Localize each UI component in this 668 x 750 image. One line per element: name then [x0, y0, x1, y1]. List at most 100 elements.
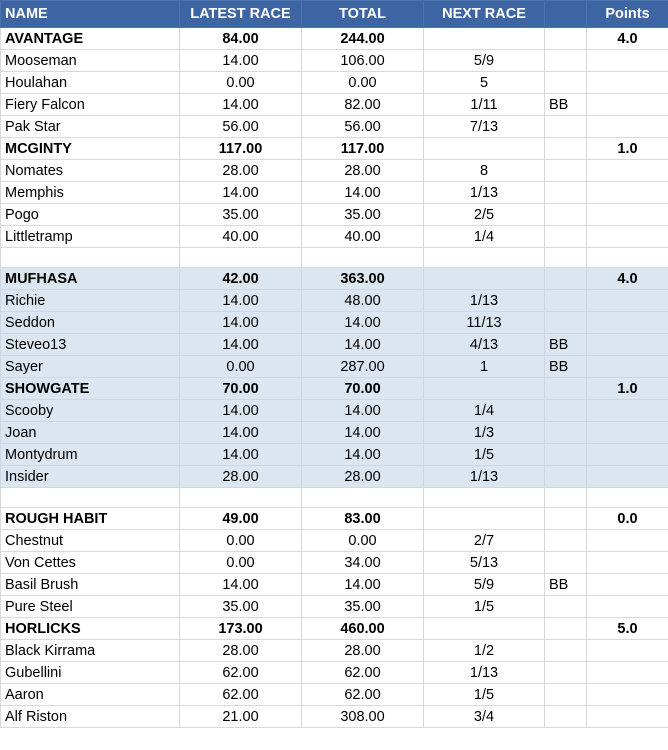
- bb-cell: [544, 399, 587, 422]
- next-race-cell: [423, 507, 545, 530]
- total-cell: 117.00: [301, 137, 424, 160]
- bb-cell: [544, 487, 587, 508]
- horse-row: Insider 28.00 28.00 1/13: [0, 465, 668, 488]
- bb-cell: [544, 443, 587, 466]
- latest-race-cell: 14.00: [179, 49, 302, 72]
- latest-race-cell: 35.00: [179, 595, 302, 618]
- bb-cell: [544, 247, 587, 268]
- points-cell: 1.0: [586, 377, 668, 400]
- next-race-cell: 1: [423, 355, 545, 378]
- header-latest-race: LATEST RACE: [179, 0, 302, 28]
- next-race-cell: 5: [423, 71, 545, 94]
- points-cell: [586, 399, 668, 422]
- latest-race-cell: 14.00: [179, 311, 302, 334]
- bb-cell: [544, 289, 587, 312]
- header-bb: [544, 0, 587, 28]
- latest-race-cell: 14.00: [179, 399, 302, 422]
- points-cell: [586, 595, 668, 618]
- latest-race-cell: 21.00: [179, 705, 302, 728]
- name-cell: HORLICKS: [0, 617, 180, 640]
- next-race-cell: 1/4: [423, 225, 545, 248]
- latest-race-cell: 14.00: [179, 289, 302, 312]
- points-cell: [586, 159, 668, 182]
- header-row: NAME LATEST RACE TOTAL NEXT RACE Points: [0, 0, 668, 28]
- horse-row: Littletramp 40.00 40.00 1/4: [0, 225, 668, 248]
- spacer-row: [0, 247, 668, 268]
- total-cell: 14.00: [301, 421, 424, 444]
- name-cell: Richie: [0, 289, 180, 312]
- next-race-cell: 5/13: [423, 551, 545, 574]
- total-cell: 14.00: [301, 181, 424, 204]
- bb-cell: [544, 551, 587, 574]
- name-cell: Pak Star: [0, 115, 180, 138]
- bb-cell: [544, 71, 587, 94]
- next-race-cell: [423, 27, 545, 50]
- bb-cell: [544, 311, 587, 334]
- points-cell: 5.0: [586, 617, 668, 640]
- name-cell: AVANTAGE: [0, 27, 180, 50]
- points-cell: [586, 71, 668, 94]
- total-cell: 62.00: [301, 683, 424, 706]
- bb-cell: [544, 529, 587, 552]
- total-cell: 14.00: [301, 311, 424, 334]
- next-race-cell: 1/13: [423, 465, 545, 488]
- team-row: HORLICKS 173.00 460.00 5.0: [0, 617, 668, 640]
- latest-race-cell: 62.00: [179, 661, 302, 684]
- name-cell: Aaron: [0, 683, 180, 706]
- latest-race-cell: 70.00: [179, 377, 302, 400]
- bb-cell: [544, 639, 587, 662]
- name-cell: SHOWGATE: [0, 377, 180, 400]
- total-cell: 28.00: [301, 465, 424, 488]
- latest-race-cell: 14.00: [179, 573, 302, 596]
- latest-race-cell: 35.00: [179, 203, 302, 226]
- total-cell: 28.00: [301, 159, 424, 182]
- points-cell: [586, 661, 668, 684]
- points-cell: 0.0: [586, 507, 668, 530]
- latest-race-cell: 49.00: [179, 507, 302, 530]
- total-cell: 35.00: [301, 203, 424, 226]
- next-race-cell: 7/13: [423, 115, 545, 138]
- bb-cell: [544, 115, 587, 138]
- points-cell: [586, 705, 668, 728]
- points-cell: [586, 333, 668, 356]
- name-cell: MUFHASA: [0, 267, 180, 290]
- total-cell: 35.00: [301, 595, 424, 618]
- total-cell: 0.00: [301, 71, 424, 94]
- bb-cell: [544, 705, 587, 728]
- points-cell: [586, 311, 668, 334]
- bb-cell: [544, 377, 587, 400]
- total-cell: 82.00: [301, 93, 424, 116]
- name-cell: Steveo13: [0, 333, 180, 356]
- name-cell: [0, 247, 180, 268]
- bb-cell: [544, 27, 587, 50]
- bb-cell: [544, 683, 587, 706]
- bb-cell: [544, 225, 587, 248]
- horse-row: Mooseman 14.00 106.00 5/9: [0, 49, 668, 72]
- horse-row: Gubellini 62.00 62.00 1/13: [0, 661, 668, 684]
- latest-race-cell: 117.00: [179, 137, 302, 160]
- bb-cell: [544, 595, 587, 618]
- points-cell: [586, 247, 668, 268]
- points-cell: [586, 529, 668, 552]
- total-cell: [301, 247, 424, 268]
- points-cell: 4.0: [586, 27, 668, 50]
- next-race-cell: 5/9: [423, 49, 545, 72]
- horse-row: Memphis 14.00 14.00 1/13: [0, 181, 668, 204]
- horse-row: Von Cettes 0.00 34.00 5/13: [0, 551, 668, 574]
- latest-race-cell: 84.00: [179, 27, 302, 50]
- name-cell: Chestnut: [0, 529, 180, 552]
- points-cell: [586, 203, 668, 226]
- bb-cell: [544, 49, 587, 72]
- spacer-row: [0, 487, 668, 508]
- total-cell: 14.00: [301, 333, 424, 356]
- points-cell: [586, 573, 668, 596]
- total-cell: 34.00: [301, 551, 424, 574]
- horse-row: Joan 14.00 14.00 1/3: [0, 421, 668, 444]
- points-cell: 4.0: [586, 267, 668, 290]
- total-cell: 363.00: [301, 267, 424, 290]
- name-cell: Seddon: [0, 311, 180, 334]
- horse-row: Nomates 28.00 28.00 8: [0, 159, 668, 182]
- team-row: MUFHASA 42.00 363.00 4.0: [0, 267, 668, 290]
- next-race-cell: 1/5: [423, 683, 545, 706]
- next-race-cell: 1/4: [423, 399, 545, 422]
